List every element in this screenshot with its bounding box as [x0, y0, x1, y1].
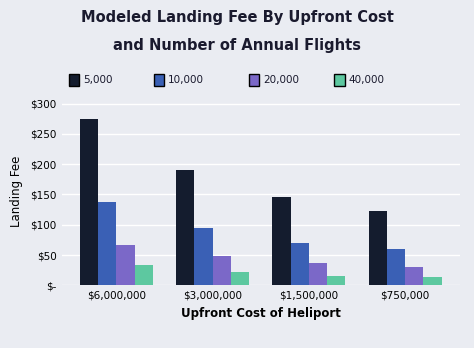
- Bar: [212, 256, 231, 285]
- Bar: [405, 267, 423, 285]
- Text: 10,000: 10,000: [168, 75, 204, 85]
- Bar: [176, 170, 194, 285]
- Text: Modeled Landing Fee By Upfront Cost: Modeled Landing Fee By Upfront Cost: [81, 10, 393, 25]
- Text: 5,000: 5,000: [83, 75, 112, 85]
- Bar: [291, 243, 309, 285]
- Bar: [368, 211, 387, 285]
- Bar: [231, 272, 249, 285]
- Bar: [80, 119, 98, 285]
- X-axis label: Upfront Cost of Heliport: Upfront Cost of Heliport: [181, 307, 341, 320]
- Bar: [135, 265, 153, 285]
- Bar: [194, 228, 212, 285]
- Text: 20,000: 20,000: [263, 75, 299, 85]
- Bar: [327, 276, 346, 285]
- Bar: [98, 202, 116, 285]
- Text: 40,000: 40,000: [348, 75, 384, 85]
- Y-axis label: Landing Fee: Landing Fee: [10, 156, 23, 227]
- Text: and Number of Annual Flights: and Number of Annual Flights: [113, 38, 361, 53]
- Bar: [272, 197, 291, 285]
- Bar: [309, 263, 327, 285]
- Bar: [116, 245, 135, 285]
- Bar: [387, 249, 405, 285]
- Bar: [423, 277, 442, 285]
